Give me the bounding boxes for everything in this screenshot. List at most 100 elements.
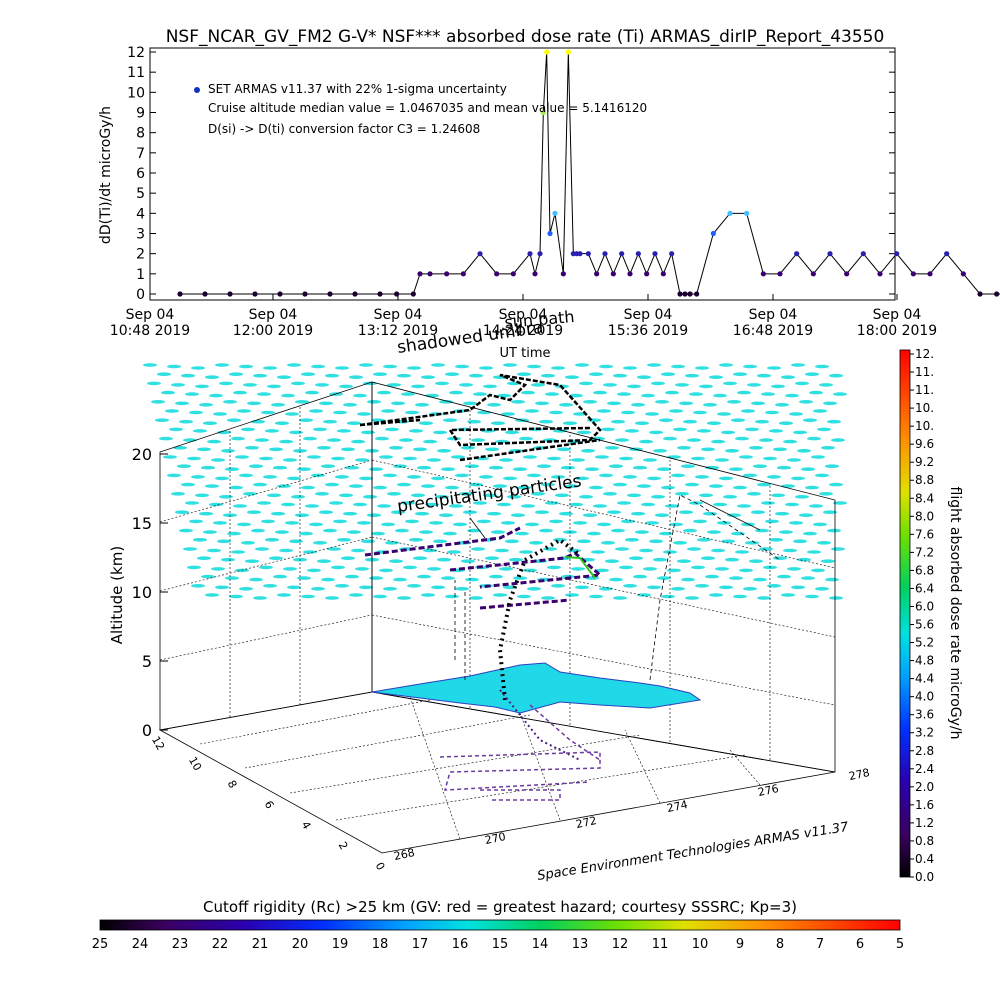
dose-colorbar-tick-label: 10. <box>915 419 934 433</box>
cloud-dash <box>667 568 681 573</box>
cloud-dash <box>815 587 829 591</box>
cloud-dash <box>319 401 333 406</box>
cloud-dash <box>387 383 401 387</box>
cloud-dash <box>781 375 795 380</box>
cloud-dash <box>509 557 523 562</box>
cloud-dash <box>715 458 729 462</box>
cloud-dash <box>377 390 391 395</box>
cloud-dash <box>421 484 435 488</box>
cloud-dash <box>597 409 611 413</box>
top-x-tick-line2: 16:48 2019 <box>733 323 813 339</box>
cloud-dash <box>219 495 233 499</box>
cloud-dash <box>379 455 393 459</box>
cloud-dash <box>695 584 709 588</box>
cloud-dash <box>829 373 843 378</box>
cloud-dash <box>473 501 487 505</box>
cloud-dash <box>489 574 503 579</box>
cloud-dash <box>287 363 301 367</box>
dose-rate-point <box>477 251 483 257</box>
cloud-dash <box>657 576 671 580</box>
cloud-dash <box>599 473 613 478</box>
cloud-dash <box>377 504 391 508</box>
cloud-dash <box>297 467 311 472</box>
cloud-dash <box>577 430 591 435</box>
cloud-dash <box>711 548 725 553</box>
cloud-dash <box>591 550 605 554</box>
cloud-dash <box>623 475 637 479</box>
cloud-dash <box>817 541 831 545</box>
cloud-dash <box>653 449 667 453</box>
cloud-dash <box>465 464 479 469</box>
cloud-dash <box>683 419 697 424</box>
cloud-dash <box>329 501 343 505</box>
cloud-dash <box>701 447 715 452</box>
cloud-dash <box>581 449 595 453</box>
cloud-dash <box>639 548 653 553</box>
cloud-dash <box>785 393 799 398</box>
cloud-dash <box>255 438 269 442</box>
z-tick-label: 20 <box>132 445 152 464</box>
cloud-dash <box>767 475 781 479</box>
dose-rate-point <box>327 291 333 297</box>
cloud-dash <box>513 467 527 472</box>
cloud-dash <box>771 384 785 389</box>
z-axis-ticks: 0 5 10 15 20 <box>132 445 168 740</box>
cloud-dash <box>473 392 487 396</box>
dose-rate-point <box>619 251 625 257</box>
cloud-dash <box>433 430 447 435</box>
cloud-dash <box>631 511 645 516</box>
cloud-dash <box>185 501 199 505</box>
dose-rate-point <box>627 271 633 277</box>
cloud-dash <box>677 559 691 563</box>
cloud-dash <box>599 587 613 591</box>
3d-box-grid <box>158 381 836 854</box>
cloud-dash <box>287 585 301 590</box>
rigidity-colorbar-tick-label: 12 <box>612 937 629 952</box>
cloud-dash <box>203 530 217 534</box>
cloud-dash <box>593 504 607 508</box>
cloud-dash <box>335 475 349 479</box>
cloud-dash <box>411 384 425 389</box>
cloud-dash <box>233 504 247 508</box>
cloud-dash <box>207 548 221 553</box>
cloud-dash <box>627 384 641 389</box>
cloud-dash <box>359 363 373 367</box>
z-tick-label: 15 <box>132 514 152 533</box>
cloud-dash <box>681 577 695 582</box>
cloud-dash <box>331 456 345 461</box>
cloud-dash <box>217 539 231 544</box>
cloud-dash <box>351 548 365 553</box>
cloud-dash <box>443 418 457 423</box>
cloud-dash <box>469 482 483 487</box>
cloud-dash <box>725 557 739 562</box>
top-y-tick-label: 0 <box>136 287 145 303</box>
cloud-dash <box>503 363 517 367</box>
cloud-dash <box>339 384 353 389</box>
cloud-dash <box>825 577 839 582</box>
cloud-dash <box>557 447 571 452</box>
cloud-dash <box>417 574 431 579</box>
cloud-dash <box>737 504 751 508</box>
cloud-dash <box>605 446 619 450</box>
cloud-dash <box>765 410 779 415</box>
dose-rate-point <box>202 291 208 297</box>
cloud-dash <box>261 410 275 415</box>
cloud-dash <box>543 438 557 442</box>
cloud-dash <box>287 476 301 481</box>
cloud-dash <box>535 510 549 514</box>
cloud-dash <box>821 559 835 563</box>
cloud-dash <box>187 456 201 461</box>
cloud-dash <box>415 403 429 407</box>
cloud-dash <box>391 510 405 514</box>
cloud-dash <box>773 447 787 452</box>
rigidity-colorbar-tick-label: 21 <box>252 937 269 952</box>
dose-colorbar-tick-label: 11. <box>915 365 934 379</box>
cloud-dash <box>445 594 459 599</box>
cloud-dash <box>585 467 599 472</box>
cloud-dash <box>455 364 469 369</box>
cloud-dash <box>265 429 279 433</box>
cloud-dash <box>527 473 541 478</box>
cloud-dash <box>799 513 813 517</box>
cloud-dash <box>253 482 267 487</box>
cloud-dash <box>731 531 745 536</box>
